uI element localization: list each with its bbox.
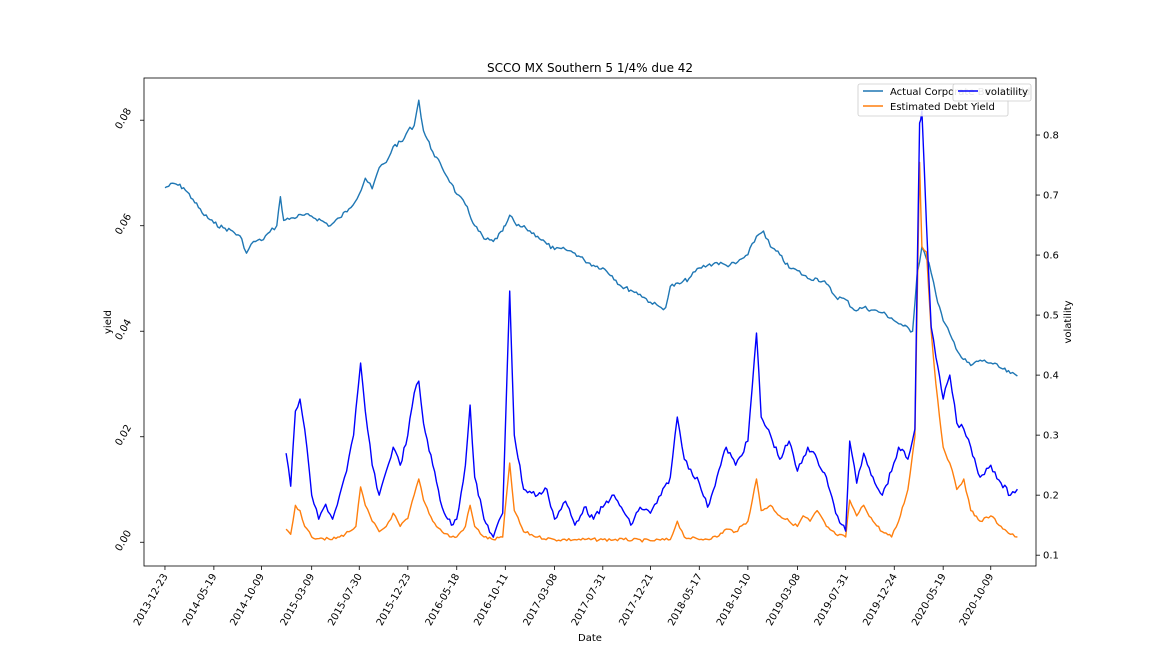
plot-frame (143, 77, 1037, 567)
chart-title: SCCO MX Southern 5 1/4% due 42 (487, 61, 693, 75)
x-tick-label: 2014-05-19 (181, 572, 220, 628)
y-tick-label: 0.02 (114, 423, 135, 448)
x-tick-label: 2018-10-10 (715, 572, 754, 628)
series-layer (164, 99, 1018, 543)
y-tick-label: 0.00 (114, 529, 135, 554)
x-tick-label: 2014-10-09 (228, 572, 267, 628)
legend-label-volatility: volatility (985, 87, 1028, 98)
y2-tick-label: 0.4 (1043, 371, 1059, 382)
y2-axis-label: volatility (1063, 300, 1074, 343)
x-tick-label: 2020-10-09 (958, 572, 997, 628)
series-line-volatility (285, 110, 1018, 538)
y2-tick-label: 0.7 (1043, 191, 1059, 202)
x-tick-label: 2018-05-17 (666, 572, 705, 628)
x-tick-label: 2019-03-08 (764, 572, 803, 628)
x-tick-label: 2017-03-08 (522, 572, 561, 628)
x-tick-label: 2015-03-09 (279, 572, 318, 628)
x-tick-label: 2020-05-19 (910, 572, 949, 628)
y2-tick-label: 0.2 (1043, 491, 1059, 502)
x-tick-label: 2016-05-18 (424, 572, 463, 628)
y-tick-label: 0.06 (114, 212, 135, 237)
y2-tick-label: 0.8 (1043, 131, 1059, 142)
y2-tick-label: 0.5 (1043, 311, 1059, 322)
y-tick-label: 0.08 (114, 107, 135, 132)
x-tick-label: 2015-12-23 (375, 572, 414, 628)
y-tick-label: 0.04 (114, 318, 135, 343)
legend-right: volatility (952, 83, 1032, 102)
x-tick-label: 2019-07-31 (813, 572, 852, 628)
y2-tick-label: 0.6 (1043, 251, 1059, 262)
x-tick-label: 2017-07-31 (570, 572, 609, 628)
y2-tick-label: 0.3 (1043, 431, 1059, 442)
series-line-estimated (285, 161, 1018, 543)
legend-label-estimated: Estimated Debt Yield (890, 102, 995, 113)
y-axis-label: yield (103, 310, 114, 334)
x-axis-label: Date (578, 633, 602, 644)
x-tick-label: 2013-12-23 (132, 572, 171, 628)
x-tick-label: 2016-10-11 (472, 572, 511, 628)
legend-right-box (952, 83, 1032, 102)
x-tick-label: 2017-12-21 (617, 572, 656, 628)
x-tick-label: 2019-12-24 (861, 572, 900, 628)
y2-tick-label: 0.1 (1043, 551, 1059, 562)
series-line-actual (164, 99, 1018, 377)
x-tick-label: 2015-07-30 (326, 572, 365, 628)
plot-background (144, 78, 1036, 566)
